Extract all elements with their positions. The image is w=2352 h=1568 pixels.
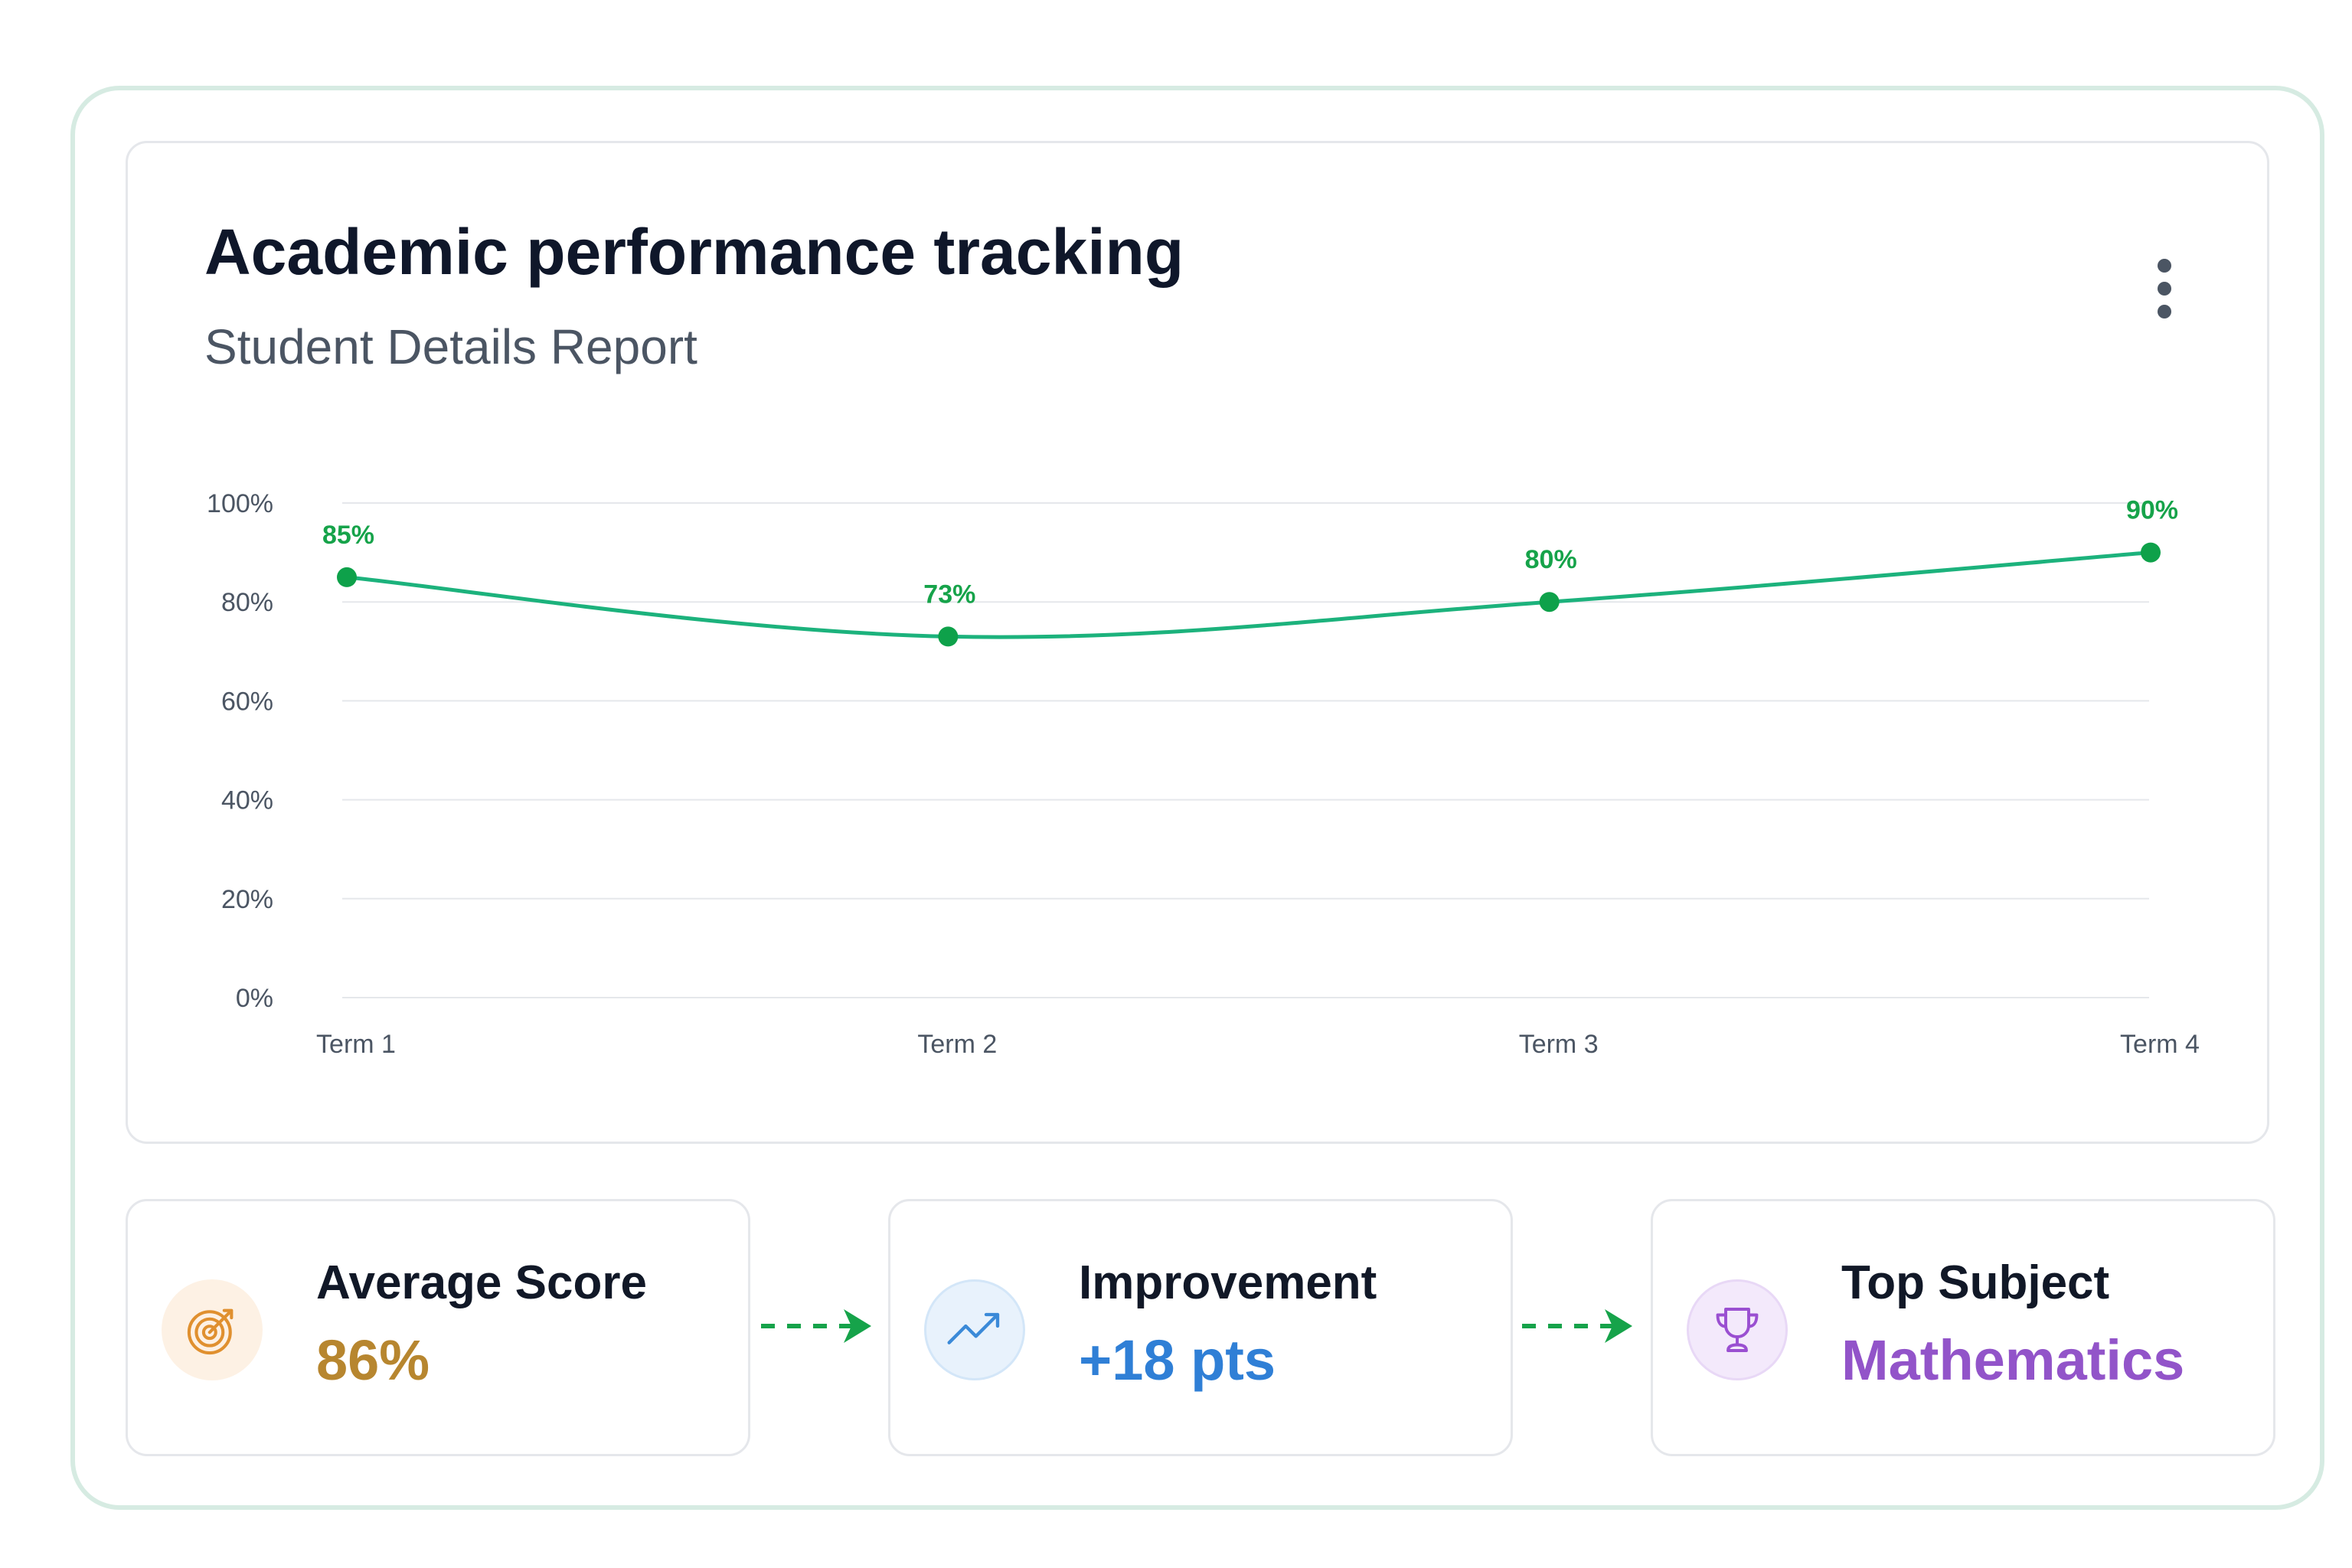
stat-card-top-subject: Top Subject Mathematics (1651, 1199, 2275, 1456)
more-options-button[interactable] (2134, 250, 2195, 327)
data-point[interactable] (337, 567, 357, 587)
target-icon (187, 1308, 234, 1355)
x-tick-label: Term 4 (2120, 1030, 2200, 1059)
page-title: Academic performance tracking (204, 216, 1184, 288)
data-points (337, 542, 2161, 647)
data-label: 80% (1525, 545, 1577, 574)
data-label: 85% (322, 521, 374, 550)
trophy-icon (1716, 1308, 1759, 1352)
stat-value: 86% (316, 1328, 430, 1392)
stat-value: Mathematics (1841, 1328, 2185, 1392)
stat-icon-circle (1687, 1279, 1788, 1380)
trending-up-icon (947, 1312, 1000, 1344)
x-axis-ticks: Term 1 Term 2 Term 3 Term 4 (316, 1030, 2200, 1059)
kebab-menu-icon (2158, 259, 2171, 318)
flow-arrow-icon (1522, 1309, 1632, 1343)
y-axis-ticks: 0% 20% 40% 60% 80% 100% (207, 489, 273, 1013)
data-label: 90% (2126, 496, 2178, 525)
y-tick-label: 20% (221, 885, 273, 914)
stat-icon-circle (162, 1279, 263, 1380)
chart-card: Academic performance tracking Student De… (126, 141, 2269, 1144)
data-point[interactable] (2141, 542, 2161, 563)
data-label: 73% (923, 580, 975, 609)
stat-label: Improvement (1079, 1256, 1377, 1309)
line-chart: 0%20%40%60%80%100% Term 1 Term 2 Term 3 Ter… (207, 489, 2200, 1059)
stat-label: Top Subject (1841, 1256, 2110, 1309)
x-tick-label: Term 2 (917, 1030, 997, 1059)
x-tick-label: Term 3 (1519, 1030, 1599, 1059)
stat-icon-circle (924, 1279, 1025, 1380)
stat-card-average-score: Average Score 86% (126, 1199, 750, 1456)
y-tick-label: 80% (221, 588, 273, 617)
stat-card-improvement: Improvement +18 pts (888, 1199, 1513, 1456)
y-tick-label: 60% (221, 687, 273, 716)
y-tick-label: 0% (236, 984, 273, 1013)
page-subtitle: Student Details Report (204, 319, 697, 374)
y-tick-label: 40% (221, 786, 273, 815)
flow-arrow-icon (761, 1309, 871, 1343)
data-point[interactable] (1539, 592, 1560, 612)
data-point[interactable] (938, 626, 959, 647)
y-tick-label: 100% (207, 489, 273, 518)
data-labels: 85% 73% 80% 90% (322, 496, 2178, 609)
stat-value: +18 pts (1079, 1328, 1276, 1392)
x-tick-label: Term 1 (316, 1030, 396, 1059)
stat-label: Average Score (316, 1256, 647, 1309)
series-line (345, 550, 2153, 639)
gridlines (342, 502, 2149, 998)
